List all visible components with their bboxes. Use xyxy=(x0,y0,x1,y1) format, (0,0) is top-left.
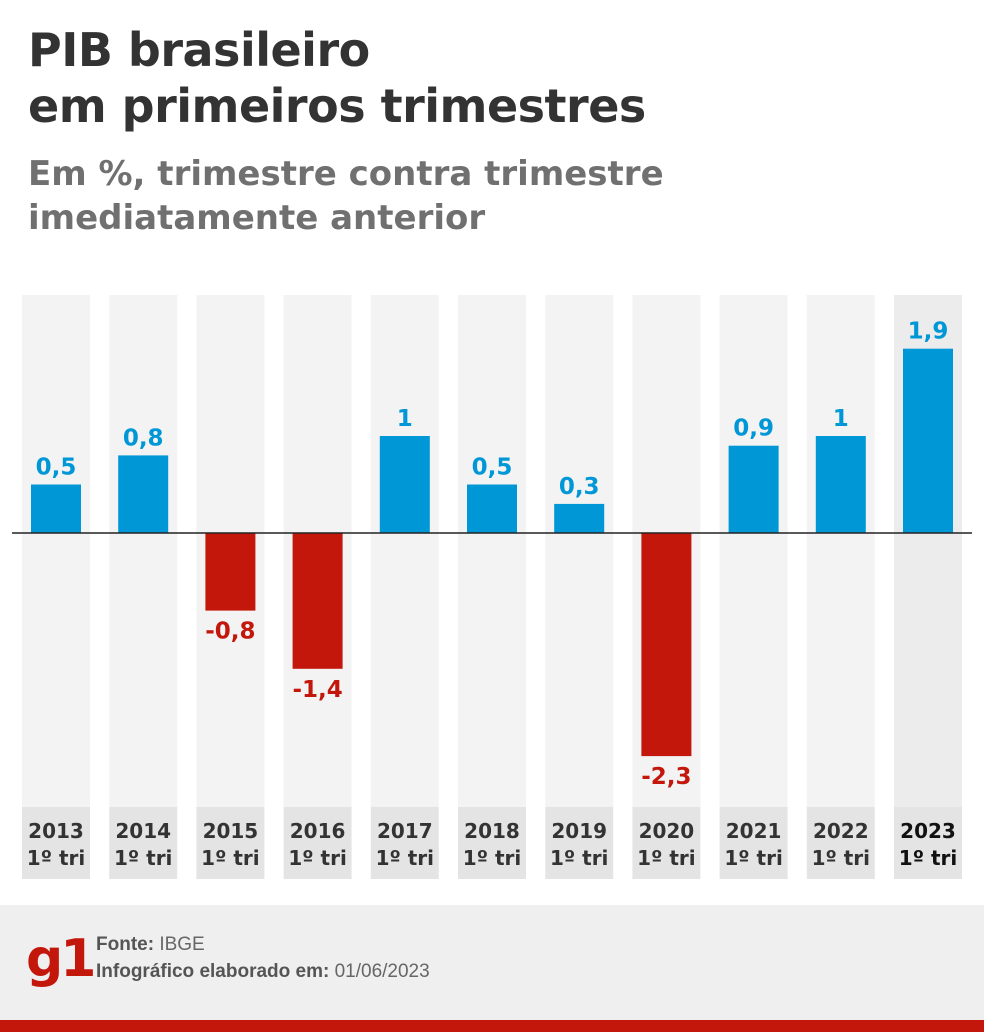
credits: Fonte: IBGE Infográfico elaborado em: 01… xyxy=(96,931,430,985)
category-year-label: 2016 xyxy=(290,819,346,843)
chart-subtitle: Em %, trimestre contra trimestre imediat… xyxy=(28,152,968,240)
data-label: 0,8 xyxy=(123,425,164,451)
column-background xyxy=(22,295,90,807)
category-label-box xyxy=(719,807,788,879)
chart-subtitle-line-1: Em %, trimestre contra trimestre xyxy=(28,154,664,194)
category-label-box xyxy=(283,807,352,879)
category-quarter-label: 1º tri xyxy=(201,846,259,870)
chart-subtitle-line-2: imediatamente anterior xyxy=(28,198,486,238)
category-quarter-label: 1º tri xyxy=(899,846,957,870)
data-label: -0,8 xyxy=(205,619,255,645)
category-label-box xyxy=(894,807,962,879)
footer: g1 Fonte: IBGE Infográfico elaborado em:… xyxy=(0,905,984,1032)
category-label-box xyxy=(458,807,526,879)
column-background xyxy=(458,295,526,807)
bar xyxy=(641,533,692,757)
bar xyxy=(292,533,343,669)
data-label: 0,5 xyxy=(472,455,513,481)
column-background xyxy=(370,295,439,807)
data-label: -1,4 xyxy=(292,677,342,703)
date-value: 01/06/2023 xyxy=(334,961,430,982)
category-label-box xyxy=(370,807,439,879)
category-label-box xyxy=(196,807,265,879)
category-quarter-label: 1º tri xyxy=(288,846,346,870)
category-year-label: 2022 xyxy=(813,819,869,843)
data-label: 0,5 xyxy=(36,455,77,481)
data-label: 1,9 xyxy=(908,319,949,345)
bar xyxy=(467,484,517,533)
source-value: IBGE xyxy=(159,934,205,955)
bar xyxy=(379,436,430,533)
date-label: Infográfico elaborado em: xyxy=(96,961,330,982)
category-year-label: 2020 xyxy=(639,819,695,843)
column-background xyxy=(109,295,178,807)
category-year-label: 2019 xyxy=(551,819,607,843)
bar xyxy=(903,348,953,533)
data-label: 0,9 xyxy=(733,416,774,442)
column-background xyxy=(719,295,788,807)
bar-chart: 2013 1º tri 2014 1º tri 2015 1º tri 2016 1º tri… xyxy=(12,295,972,879)
chart-title: PIB brasileiro em primeiros trimestres xyxy=(28,22,968,134)
category-year-label: 2017 xyxy=(377,819,433,843)
category-year-label: 2015 xyxy=(203,819,259,843)
bar xyxy=(554,503,605,533)
category-year-label: 2014 xyxy=(115,819,171,843)
bar xyxy=(118,455,169,533)
category-quarter-label: 1º tri xyxy=(463,846,521,870)
category-quarter-label: 1º tri xyxy=(376,846,434,870)
column-background xyxy=(545,295,614,807)
category-quarter-label: 1º tri xyxy=(724,846,782,870)
chart-title-line-2: em primeiros trimestres xyxy=(28,79,646,133)
category-label-box xyxy=(632,807,701,879)
g1-logo: g1 xyxy=(26,929,96,989)
chart-title-line-1: PIB brasileiro xyxy=(28,23,370,77)
data-label: 1 xyxy=(833,406,849,432)
source-line: Fonte: IBGE xyxy=(96,931,430,958)
category-year-label: 2023 xyxy=(900,819,956,843)
category-quarter-label: 1º tri xyxy=(637,846,695,870)
category-year-label: 2021 xyxy=(726,819,782,843)
category-quarter-label: 1º tri xyxy=(27,846,85,870)
column-background xyxy=(806,295,875,807)
category-label-box xyxy=(545,807,614,879)
category-label-box xyxy=(109,807,178,879)
bar xyxy=(728,445,779,533)
bar xyxy=(205,533,256,611)
data-label: 1 xyxy=(397,406,413,432)
category-year-label: 2013 xyxy=(28,819,84,843)
data-label: -2,3 xyxy=(641,764,691,790)
data-label: 0,3 xyxy=(559,474,600,500)
category-quarter-label: 1º tri xyxy=(550,846,608,870)
category-quarter-label: 1º tri xyxy=(114,846,172,870)
category-label-box xyxy=(22,807,90,879)
category-quarter-label: 1º tri xyxy=(812,846,870,870)
category-label-box xyxy=(806,807,875,879)
category-year-label: 2018 xyxy=(464,819,520,843)
bar xyxy=(815,436,866,533)
date-line: Infográfico elaborado em: 01/06/2023 xyxy=(96,958,430,985)
source-label: Fonte: xyxy=(96,934,155,955)
bar xyxy=(31,484,81,533)
